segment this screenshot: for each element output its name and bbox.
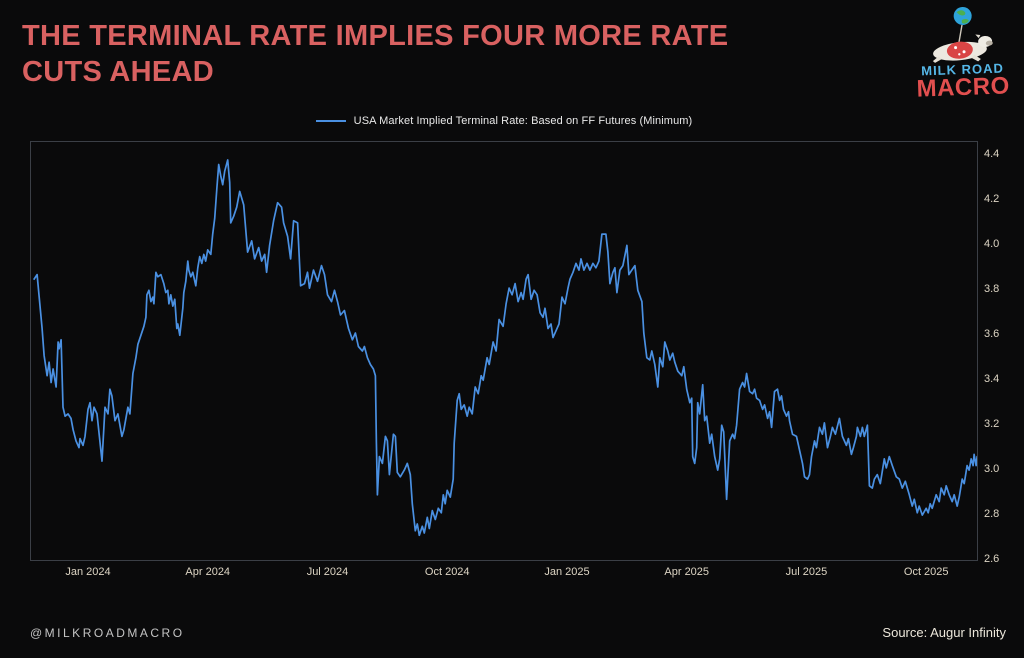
terminal-rate-line bbox=[33, 159, 977, 537]
y-tick-label: 4.2 bbox=[984, 193, 1000, 206]
y-tick-label: 3.6 bbox=[984, 328, 1000, 341]
x-tick-label: Oct 2025 bbox=[903, 566, 949, 578]
title-line-1: THE TERMINAL RATE IMPLIES FOUR MORE RATE bbox=[22, 20, 729, 52]
terminal-rate-line-chart bbox=[33, 159, 977, 537]
y-tick-label: 3.0 bbox=[984, 463, 1000, 476]
cow-globe-illustration bbox=[932, 6, 993, 63]
x-tick-label: Jul 2024 bbox=[306, 566, 349, 578]
chart-plot-area bbox=[30, 141, 978, 561]
legend-label: USA Market Implied Terminal Rate: Based … bbox=[353, 115, 693, 127]
chart-legend: USA Market Implied Terminal Rate: Based … bbox=[30, 112, 978, 130]
y-tick-label: 3.2 bbox=[984, 418, 1000, 431]
milk-road-macro-logo: MILK ROAD MACRO bbox=[912, 2, 1011, 105]
page-title: THE TERMINAL RATE IMPLIES FOUR MORE RATE… bbox=[22, 18, 782, 90]
y-tick-label: 2.6 bbox=[984, 553, 1000, 565]
x-tick-label: Oct 2024 bbox=[424, 566, 470, 578]
source-credit: Source: Augur Infinity bbox=[882, 625, 1006, 640]
cow-illustration bbox=[932, 34, 993, 63]
x-tick-label: Jul 2025 bbox=[785, 566, 828, 578]
x-tick-label: Apr 2024 bbox=[185, 566, 231, 578]
x-tick-label: Jan 2024 bbox=[65, 566, 111, 578]
y-tick-label: 3.8 bbox=[984, 283, 1000, 296]
legend-line-swatch bbox=[315, 120, 346, 122]
x-tick-label: Apr 2025 bbox=[664, 566, 710, 578]
y-tick-label: 4.4 bbox=[984, 148, 1000, 161]
y-tick-label: 2.8 bbox=[984, 508, 1000, 521]
logo-macro-text: MACRO bbox=[916, 72, 1011, 103]
social-handle: @MILKROADMACRO bbox=[30, 626, 185, 640]
x-tick-label: Jan 2025 bbox=[544, 566, 590, 578]
y-tick-label: 4.0 bbox=[984, 238, 1000, 251]
y-tick-label: 3.4 bbox=[984, 373, 1000, 386]
title-line-2: CUTS AHEAD bbox=[22, 56, 215, 88]
